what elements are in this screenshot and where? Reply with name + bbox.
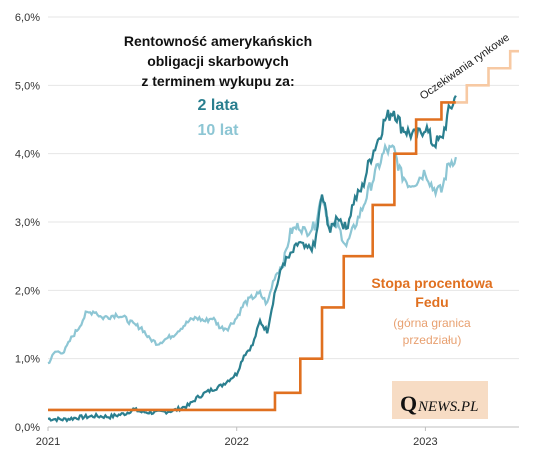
logo-text: NEWS.PL bbox=[417, 399, 478, 415]
x-tick-label: 2023 bbox=[413, 436, 437, 448]
series-line-2-lata bbox=[47, 95, 457, 423]
legend-2y: 2 lata bbox=[198, 97, 239, 114]
fed-sub-line-1: (górna granica bbox=[393, 316, 471, 330]
series-line-10-lat bbox=[47, 142, 457, 365]
y-axis-ticks: 0,0% 1,0% 2,0% 3,0% 4,0% 5,0% 6,0% bbox=[15, 12, 40, 434]
fed-sub-line-2: przedziału) bbox=[403, 333, 462, 347]
logo: Q NEWS.PL bbox=[392, 381, 488, 419]
x-axis-ticks: 2021 2022 2023 bbox=[36, 427, 438, 448]
y-tick-label: 1,0% bbox=[15, 354, 40, 366]
gridlines bbox=[48, 16, 519, 428]
y-tick-label: 4,0% bbox=[15, 149, 40, 161]
logo-background bbox=[392, 381, 488, 419]
chart-title: Rentowność amerykańskich obligacji skarb… bbox=[124, 33, 312, 89]
title-line-2: obligacji skarbowych bbox=[147, 53, 289, 69]
logo-q: Q bbox=[400, 391, 417, 416]
fed-label-line-2: Fedu bbox=[415, 294, 448, 310]
series-lines bbox=[47, 49, 519, 423]
y-tick-label: 3,0% bbox=[15, 217, 40, 229]
x-tick-label: 2022 bbox=[224, 436, 248, 448]
series-line-oczekiwania-rynkowe bbox=[455, 49, 519, 104]
y-tick-label: 6,0% bbox=[15, 12, 40, 24]
y-tick-label: 0,0% bbox=[15, 422, 40, 434]
fed-label-line-1: Stopa procentowa bbox=[371, 275, 493, 291]
title-line-3: z terminem wykupu za: bbox=[141, 73, 294, 89]
series-line-stopa-procentowa-fedu bbox=[48, 101, 456, 412]
y-tick-label: 2,0% bbox=[15, 285, 40, 297]
title-line-1: Rentowność amerykańskich bbox=[124, 33, 312, 49]
legend-10y: 10 lat bbox=[198, 122, 240, 139]
y-tick-label: 5,0% bbox=[15, 80, 40, 92]
x-tick-label: 2021 bbox=[36, 436, 60, 448]
